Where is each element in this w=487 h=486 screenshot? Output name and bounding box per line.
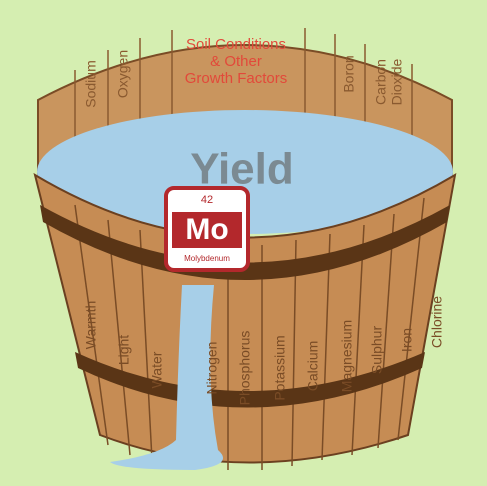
back-stave-label: Carbon <box>373 59 389 105</box>
front-stave-label: Iron <box>399 328 415 352</box>
back-stave-label: Boron <box>341 55 357 92</box>
front-stave-label: Calcium <box>305 341 321 392</box>
front-stave-label: Light <box>116 335 132 365</box>
front-stave-label: Water <box>149 351 165 388</box>
back-stave-label: Sodium <box>83 60 99 107</box>
front-stave-label: Warmth <box>83 301 99 349</box>
front-stave-label: Potassium <box>272 335 288 400</box>
title-line: Growth Factors <box>185 70 288 87</box>
element-name: Molybdenum <box>184 254 230 263</box>
title-line: & Other <box>210 53 262 70</box>
front-stave-label: Phosphorus <box>237 331 253 406</box>
front-stave-label: Chlorine <box>429 296 445 348</box>
front-stave-label: Magnesium <box>339 320 355 392</box>
front-stave-label: Sulphur <box>369 326 385 375</box>
page: Sodium Oxygen Boron Carbon Dioxide Soil … <box>0 0 487 481</box>
front-stave-label: Nitrogen <box>204 342 220 395</box>
atomic-number: 42 <box>201 194 213 206</box>
back-stave-label: Oxygen <box>115 50 131 98</box>
back-stave-label: Dioxide <box>389 58 405 105</box>
element-symbol: Mo <box>185 213 228 246</box>
title-line: Soil Conditions <box>186 36 286 53</box>
barrel-illustration: Sodium Oxygen Boron Carbon Dioxide Soil … <box>0 0 487 481</box>
